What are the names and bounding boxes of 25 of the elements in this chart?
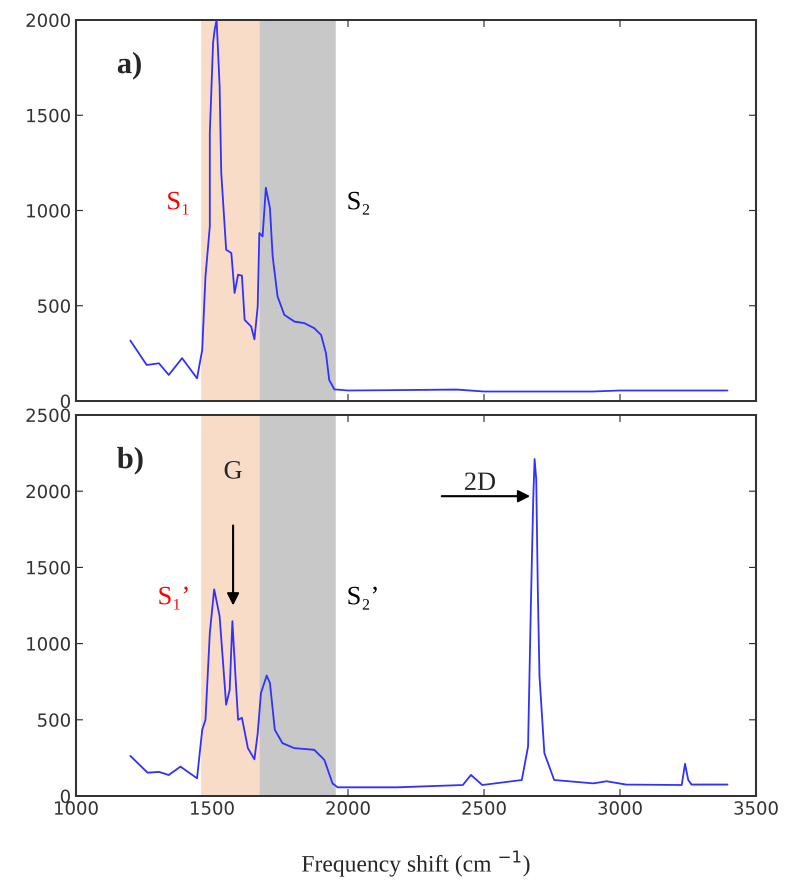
y-tick-label: 1000 [27,637,70,651]
y-tick-label: 500 [38,299,70,313]
y-tick-label: 0 [60,789,70,804]
x-tick-label: 2000 [326,801,370,815]
y-tick-label: 2000 [26,13,70,28]
x-tick-label: 1500 [191,801,234,815]
y-tick-label: 1500 [27,108,70,122]
y-tick-label: 500 [38,713,70,727]
band-label: S₂’ [348,586,377,610]
band-label: S₂ [348,192,370,215]
y-tick-label: 1500 [27,560,70,575]
x-tick-label: 3500 [734,801,778,815]
band-label: S₁ [168,192,188,215]
annotation: b) [117,446,143,475]
y-tick-label: 2500 [26,408,70,422]
x-axis-title: Frequency shift (cm $^{−1}$) [302,850,530,877]
y-tick-label: 0 [60,394,70,408]
y-tick-label: 2000 [26,484,70,498]
x-tick-label: 2500 [462,801,506,815]
x-tick-label: 3000 [598,801,642,815]
annotation: G [224,461,242,479]
annotation: 2D [464,472,495,490]
band-label: S₁’ [159,586,188,610]
y-tick-label: 1000 [27,204,70,218]
annotation: a) [118,52,141,80]
